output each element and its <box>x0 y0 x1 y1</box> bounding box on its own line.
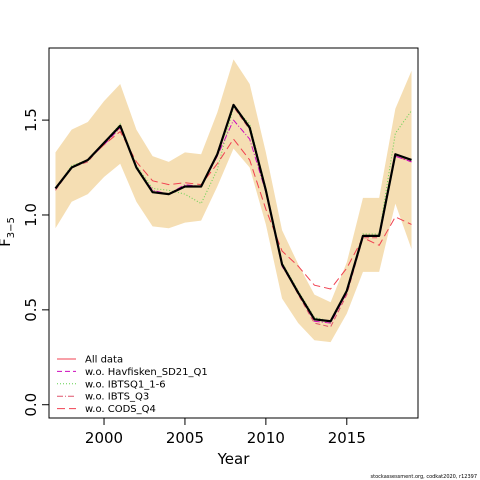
x-tick-label-2: 2005 <box>166 429 204 447</box>
x-tick-label-1: 2000 <box>85 429 123 447</box>
y-axis-title: F3−5 <box>0 217 17 247</box>
legend-label-4: w.o. IBTS_Q3 <box>85 392 149 403</box>
y-axis-title-subscript: 3−5 <box>6 217 17 238</box>
y-tick-label-3: 1.0 <box>22 203 40 227</box>
y-axis-title-main: F <box>0 238 14 247</box>
legend: All dataw.o. Havfisken_SD21_Q1w.o. IBTSQ… <box>57 355 208 416</box>
footer-credit: stockassessment.org, codkat2020, r12397 <box>371 474 477 480</box>
legend-label-2: w.o. Havfisken_SD21_Q1 <box>85 367 208 378</box>
y-tick-label-4: 1.5 <box>22 108 40 132</box>
legend-label-1: All data <box>85 355 123 366</box>
x-axis-title: Year <box>217 450 251 468</box>
confidence-band <box>55 59 411 342</box>
legend-label-5: w.o. CODS_Q4 <box>85 404 156 415</box>
x-tick-label-3: 2010 <box>247 429 285 447</box>
y-tick-label-1: 0.0 <box>22 393 40 417</box>
y-axis: 0.0 0.5 1.0 1.5 <box>22 108 49 416</box>
x-axis: 2000 2005 2010 2015 <box>85 418 366 447</box>
confidence-band-layer <box>55 59 411 342</box>
legend-label-3: w.o. IBTSQ1_1-6 <box>85 379 166 390</box>
x-tick-label-4: 2015 <box>328 429 366 447</box>
y-tick-label-2: 0.5 <box>22 298 40 322</box>
